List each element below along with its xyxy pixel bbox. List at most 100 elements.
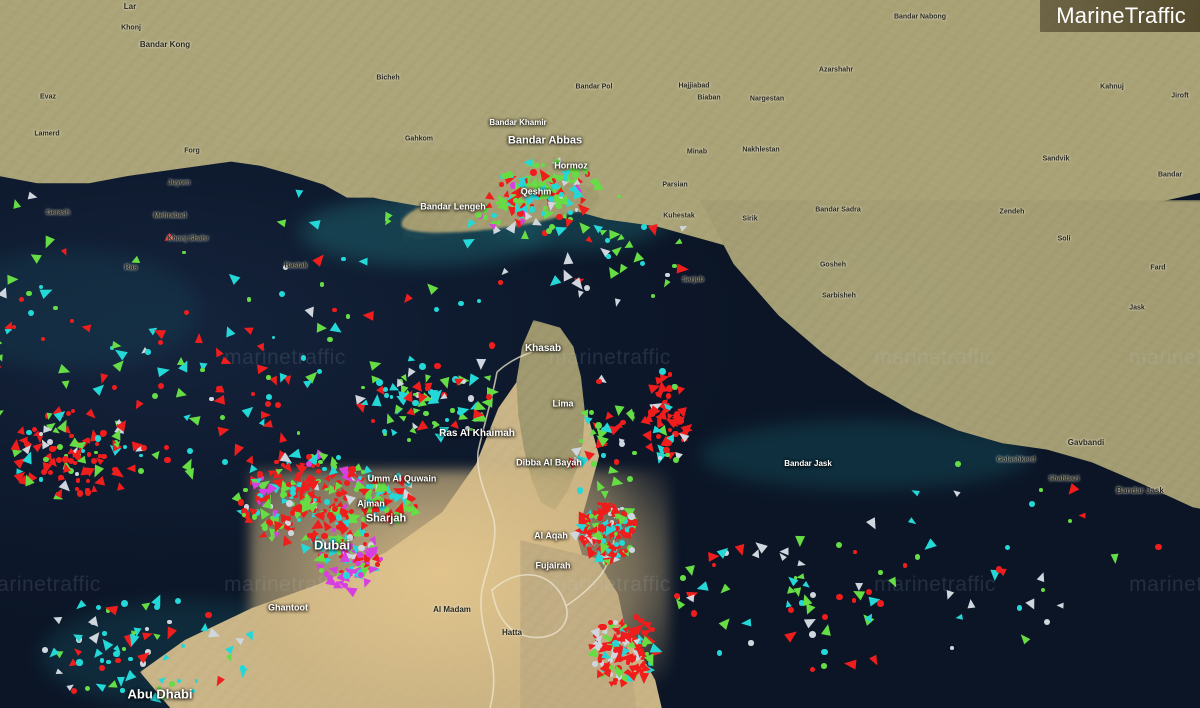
vessel-marker-moored[interactable] xyxy=(251,479,258,486)
vessel-marker-moored[interactable] xyxy=(995,566,1003,573)
vessel-marker-moored[interactable] xyxy=(413,392,418,397)
vessel-marker-underway[interactable] xyxy=(1110,553,1120,565)
vessel-marker-moored[interactable] xyxy=(594,514,600,520)
vessel-marker-moored[interactable] xyxy=(152,393,159,400)
vessel-marker-moored[interactable] xyxy=(608,657,614,663)
vessel-marker-underway[interactable] xyxy=(200,622,210,632)
vessel-marker-moored[interactable] xyxy=(723,550,729,556)
vessel-marker-moored[interactable] xyxy=(262,503,267,508)
vessel-marker-moored[interactable] xyxy=(629,655,636,662)
vessel-marker-moored[interactable] xyxy=(665,272,670,278)
vessel-marker-moored[interactable] xyxy=(1043,618,1050,625)
vessel-marker-moored[interactable] xyxy=(610,504,615,509)
vessel-marker-moored[interactable] xyxy=(398,379,403,384)
vessel-marker-underway[interactable] xyxy=(79,465,89,476)
vessel-marker-moored[interactable] xyxy=(76,659,83,666)
vessel-marker-moored[interactable] xyxy=(626,476,633,482)
vessel-marker-moored[interactable] xyxy=(568,209,574,215)
vessel-marker-moored[interactable] xyxy=(351,470,357,476)
vessel-marker-moored[interactable] xyxy=(153,603,160,610)
vessel-marker-underway[interactable] xyxy=(256,362,270,375)
vessel-marker-moored[interactable] xyxy=(144,626,150,632)
vessel-marker-moored[interactable] xyxy=(75,472,80,477)
vessel-marker-moored[interactable] xyxy=(67,467,75,475)
vessel-marker-moored[interactable] xyxy=(85,487,90,492)
vessel-marker-moored[interactable] xyxy=(650,405,657,412)
vessel-marker-underway[interactable] xyxy=(1056,602,1064,609)
vessel-marker-underway[interactable] xyxy=(590,530,601,540)
vessel-marker-moored[interactable] xyxy=(315,468,321,474)
vessel-marker-moored[interactable] xyxy=(583,284,590,291)
vessel-marker-moored[interactable] xyxy=(601,664,607,670)
vessel-marker-moored[interactable] xyxy=(672,263,678,269)
vessel-marker-moored[interactable] xyxy=(949,646,954,650)
vessel-marker-moored[interactable] xyxy=(556,213,563,221)
vessel-marker-moored[interactable] xyxy=(365,488,372,495)
vessel-marker-moored[interactable] xyxy=(529,206,536,213)
vessel-marker-moored[interactable] xyxy=(319,568,324,574)
vessel-marker-moored[interactable] xyxy=(512,194,517,198)
vessel-marker-moored[interactable] xyxy=(620,628,627,635)
vessel-marker-underway[interactable] xyxy=(16,468,24,475)
vessel-marker-moored[interactable] xyxy=(545,189,550,194)
vessel-marker-moored[interactable] xyxy=(200,367,205,372)
vessel-marker-moored[interactable] xyxy=(434,306,440,313)
vessel-marker-underway[interactable] xyxy=(685,565,697,577)
vessel-marker-moored[interactable] xyxy=(632,450,637,456)
vessel-marker-moored[interactable] xyxy=(467,395,474,402)
vessel-marker-moored[interactable] xyxy=(267,519,274,526)
vessel-marker-moored[interactable] xyxy=(618,514,625,521)
vessel-marker-moored[interactable] xyxy=(167,619,173,625)
vessel-marker-moored[interactable] xyxy=(334,542,339,547)
vessel-marker-moored[interactable] xyxy=(424,386,430,391)
vessel-marker-moored[interactable] xyxy=(174,598,181,605)
vessel-marker-moored[interactable] xyxy=(558,192,564,197)
vessel-marker-underway[interactable] xyxy=(520,230,530,240)
vessel-marker-moored[interactable] xyxy=(549,178,556,185)
vessel-marker-moored[interactable] xyxy=(639,662,645,668)
vessel-marker-moored[interactable] xyxy=(57,444,64,451)
vessel-marker-moored[interactable] xyxy=(335,514,343,521)
vessel-marker-moored[interactable] xyxy=(632,673,637,678)
vessel-marker-moored[interactable] xyxy=(335,491,342,498)
vessel-marker-moored[interactable] xyxy=(354,487,359,493)
vessel-marker-underway[interactable] xyxy=(685,593,695,603)
vessel-marker-underway[interactable] xyxy=(361,310,374,322)
vessel-marker-moored[interactable] xyxy=(619,419,626,426)
vessel-marker-moored[interactable] xyxy=(613,531,619,537)
vessel-marker-underway[interactable] xyxy=(843,658,857,670)
vessel-marker-moored[interactable] xyxy=(308,475,315,483)
vessel-marker-moored[interactable] xyxy=(177,679,182,684)
vessel-marker-moored[interactable] xyxy=(139,660,147,667)
vessel-marker-moored[interactable] xyxy=(665,405,671,411)
vessel-marker-moored[interactable] xyxy=(58,474,64,481)
vessel-marker-moored[interactable] xyxy=(665,402,670,407)
vessel-marker-moored[interactable] xyxy=(914,554,921,560)
vessel-marker-moored[interactable] xyxy=(323,554,328,558)
vessel-marker-moored[interactable] xyxy=(584,171,591,177)
vessel-marker-moored[interactable] xyxy=(70,409,76,414)
vessel-marker-moored[interactable] xyxy=(369,484,375,489)
vessel-marker-moored[interactable] xyxy=(597,555,604,562)
vessel-marker-moored[interactable] xyxy=(643,620,648,625)
vessel-marker-moored[interactable] xyxy=(617,656,623,662)
vessel-marker-moored[interactable] xyxy=(320,510,326,516)
vessel-marker-moored[interactable] xyxy=(647,660,654,667)
vessel-marker-underway[interactable] xyxy=(217,424,231,437)
vessel-marker-moored[interactable] xyxy=(673,456,680,463)
vessel-marker-moored[interactable] xyxy=(295,472,302,479)
vessel-marker-moored[interactable] xyxy=(121,600,128,608)
vessel-marker-moored[interactable] xyxy=(164,456,172,464)
marinetraffic-logo[interactable]: MarineTraffic xyxy=(1040,0,1200,32)
vessel-marker-moored[interactable] xyxy=(601,535,606,540)
vessel-marker-moored[interactable] xyxy=(419,363,427,370)
vessel-marker-moored[interactable] xyxy=(1041,588,1046,593)
vessel-marker-moored[interactable] xyxy=(606,504,612,510)
vessel-marker-moored[interactable] xyxy=(395,473,401,479)
vessel-marker-moored[interactable] xyxy=(38,285,44,290)
vessel-marker-moored[interactable] xyxy=(48,470,54,476)
vessel-marker-moored[interactable] xyxy=(604,529,610,534)
vessel-marker-moored[interactable] xyxy=(607,620,613,626)
vessel-marker-underway[interactable] xyxy=(609,228,621,240)
